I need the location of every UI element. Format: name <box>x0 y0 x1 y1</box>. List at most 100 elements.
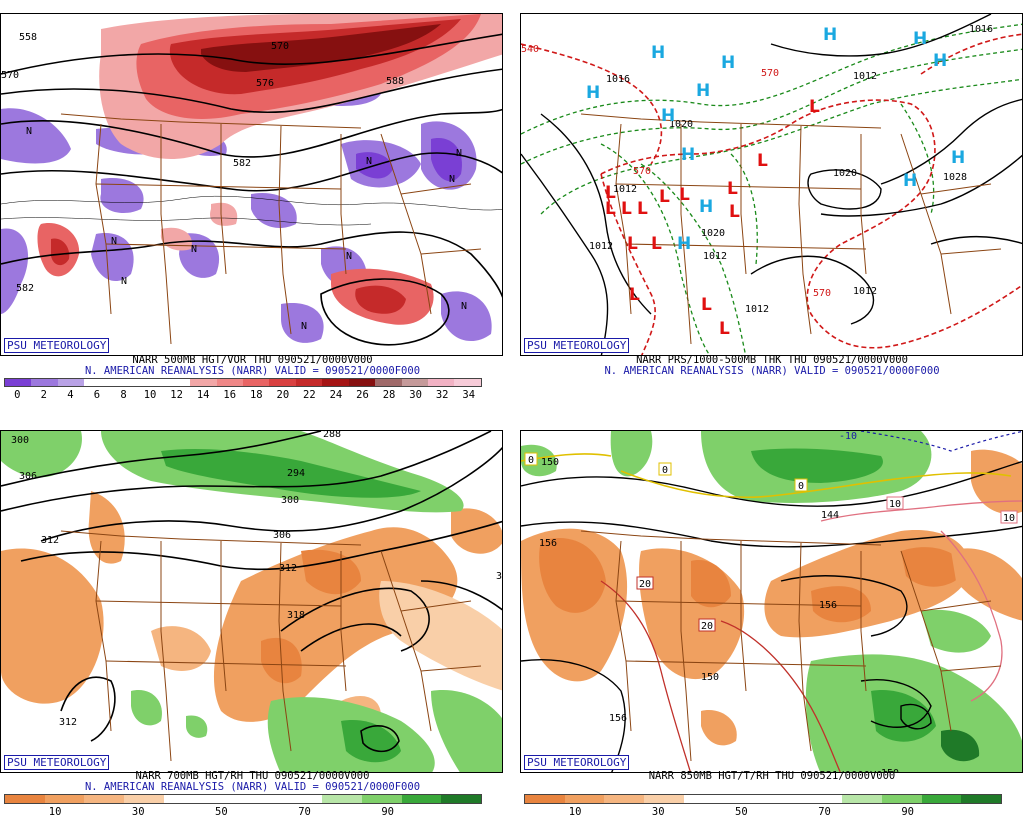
low-pressure-marker: L <box>729 202 740 222</box>
colorbar-tick-label: 20 <box>276 389 290 401</box>
high-pressure-marker: H <box>823 25 837 45</box>
colorbar-segment <box>124 795 164 803</box>
vort-min-label: N <box>121 276 127 287</box>
colorbar-segment <box>163 379 191 386</box>
contour-label: 306 <box>19 471 37 482</box>
high-pressure-marker: H <box>951 148 965 168</box>
rh700-map-graphic: 300 306 312 288 294 300 306 312 318 312 … <box>1 431 502 772</box>
colorbar-segment <box>44 795 85 803</box>
colorbar-segment <box>921 795 962 803</box>
colorbar-tick-label: 50 <box>215 806 228 818</box>
map-500mb: 558 570 582 582 576 588 570 N N N N N N … <box>0 13 503 356</box>
thickness-label: 570 <box>761 68 779 79</box>
colorbar-humidity <box>524 794 1002 804</box>
colorbar-segment <box>961 795 1002 803</box>
isobar-label: 1020 <box>833 168 857 179</box>
low-pressure-marker: L <box>757 151 768 171</box>
low-pressure-marker: L <box>659 187 670 207</box>
colorbar-tick-label: 12 <box>170 389 183 401</box>
contour-label: 150 <box>541 457 559 468</box>
isotherm-label: 0 <box>662 465 668 476</box>
high-pressure-marker: H <box>586 83 600 103</box>
colorbar-tick-label: 6 <box>93 389 101 401</box>
low-pressure-marker: L <box>701 295 712 315</box>
thickness-label: 570 <box>633 166 651 177</box>
colorbar-segment <box>763 795 803 803</box>
colorbar-segment <box>5 379 32 386</box>
contour-label: 318 <box>287 610 305 621</box>
isotherm-label: 10 <box>1003 513 1015 524</box>
colorbar-segment <box>216 379 243 386</box>
isotherm-labels: 0 0 0 10 10 20 20 -10 <box>524 431 1018 632</box>
vort-min-label: N <box>456 148 462 159</box>
vort-min-label: N <box>366 156 372 167</box>
isotherm-label: 10 <box>889 499 901 510</box>
colorbar-segment <box>295 379 323 386</box>
contour-label: 558 <box>19 32 37 43</box>
low-pressure-marker: L <box>629 285 640 305</box>
colorbar-segment <box>242 379 270 386</box>
colorbar-tick-label: 10 <box>568 806 582 818</box>
colorbar-tick-label: 8 <box>120 389 127 401</box>
colorbar-segment <box>401 379 428 386</box>
contour-label: 582 <box>233 158 251 169</box>
colorbar-tick-label: 70 <box>298 806 311 818</box>
contour-label: 312 <box>279 563 297 574</box>
contour-label: 306 <box>273 530 291 541</box>
colorbar-segment <box>84 795 125 803</box>
vort-min-label: N <box>26 126 32 137</box>
colorbar-tick-label: 50 <box>735 806 748 818</box>
isotherm-label: 20 <box>701 621 713 632</box>
colorbar-tick-label: 16 <box>223 389 237 401</box>
colorbar-segment <box>723 795 764 803</box>
contour-label: 312 <box>59 717 77 728</box>
colorbar-segment <box>282 795 323 803</box>
colorbar-segment <box>190 379 217 386</box>
contour-label: 570 <box>1 70 19 81</box>
vort-min-label: N <box>191 244 197 255</box>
contour-label: 156 <box>609 713 627 724</box>
colorbar-segment <box>882 795 922 803</box>
colorbar-segment <box>243 795 283 803</box>
high-pressure-marker: H <box>903 171 917 191</box>
panel-subtitle: N. AMERICAN REANALYSIS (NARR) VALID = 09… <box>604 365 940 377</box>
colorbar-segment <box>802 795 843 803</box>
low-pressure-marker: L <box>719 319 730 339</box>
contour-label: 3 <box>496 571 502 582</box>
colorbar-segment <box>57 379 85 386</box>
panel-title: NARR 850MB HGT/T/RH THU 090521/0000V000 <box>648 770 896 782</box>
panel-500mb-vorticity: 558 570 582 582 576 588 570 N N N N N N … <box>0 0 505 401</box>
vort-min-label: N <box>461 301 467 312</box>
colorbar-tick-label: 70 <box>818 806 831 818</box>
contour-label: 144 <box>821 510 839 521</box>
colorbar-segment <box>163 795 204 803</box>
high-pressure-marker: H <box>933 51 947 71</box>
colorbar-tick-label: 14 <box>196 389 210 401</box>
panel-title: NARR PRS/1000-500MB THK THU 090521/0000V… <box>636 354 908 366</box>
colorbar-tick-label: 0 <box>14 389 21 401</box>
colorbar-segment <box>322 379 349 386</box>
contour-label: 294 <box>287 468 305 479</box>
vort-min-label: N <box>111 236 117 247</box>
low-pressure-marker: L <box>679 185 690 205</box>
colorbar-tick-label: 28 <box>382 389 396 401</box>
colorbar-tick-label: 30 <box>131 806 145 818</box>
low-pressure-marker: L <box>727 179 738 199</box>
isobar-label: 1012 <box>703 251 727 262</box>
rh850-map-graphic: 150 156 144 156 150 156 150 0 0 0 10 10 … <box>521 431 1022 772</box>
high-pressure-marker: H <box>661 106 675 126</box>
thickness-label: 570 <box>813 288 831 299</box>
contour-label: 312 <box>41 535 59 546</box>
panel-subtitle: N. AMERICAN REANALYSIS (NARR) VALID = 09… <box>84 365 421 377</box>
contour-label: 300 <box>281 495 299 506</box>
psu-meteorology-logo: PSU METEOROLOGY <box>524 338 630 353</box>
colorbar-segment <box>5 795 45 803</box>
colorbar-tick-label: 90 <box>381 806 394 818</box>
colorbar-segment <box>842 795 883 803</box>
isobar-label: 1012 <box>853 286 877 297</box>
vorticity-map-graphic: 558 570 582 582 576 588 570 N N N N N N … <box>1 14 502 346</box>
contour-label: 288 <box>323 431 341 440</box>
colorbar-segment <box>31 379 58 386</box>
high-pressure-marker: H <box>696 81 710 101</box>
psu-meteorology-logo: PSU METEOROLOGY <box>524 755 630 770</box>
